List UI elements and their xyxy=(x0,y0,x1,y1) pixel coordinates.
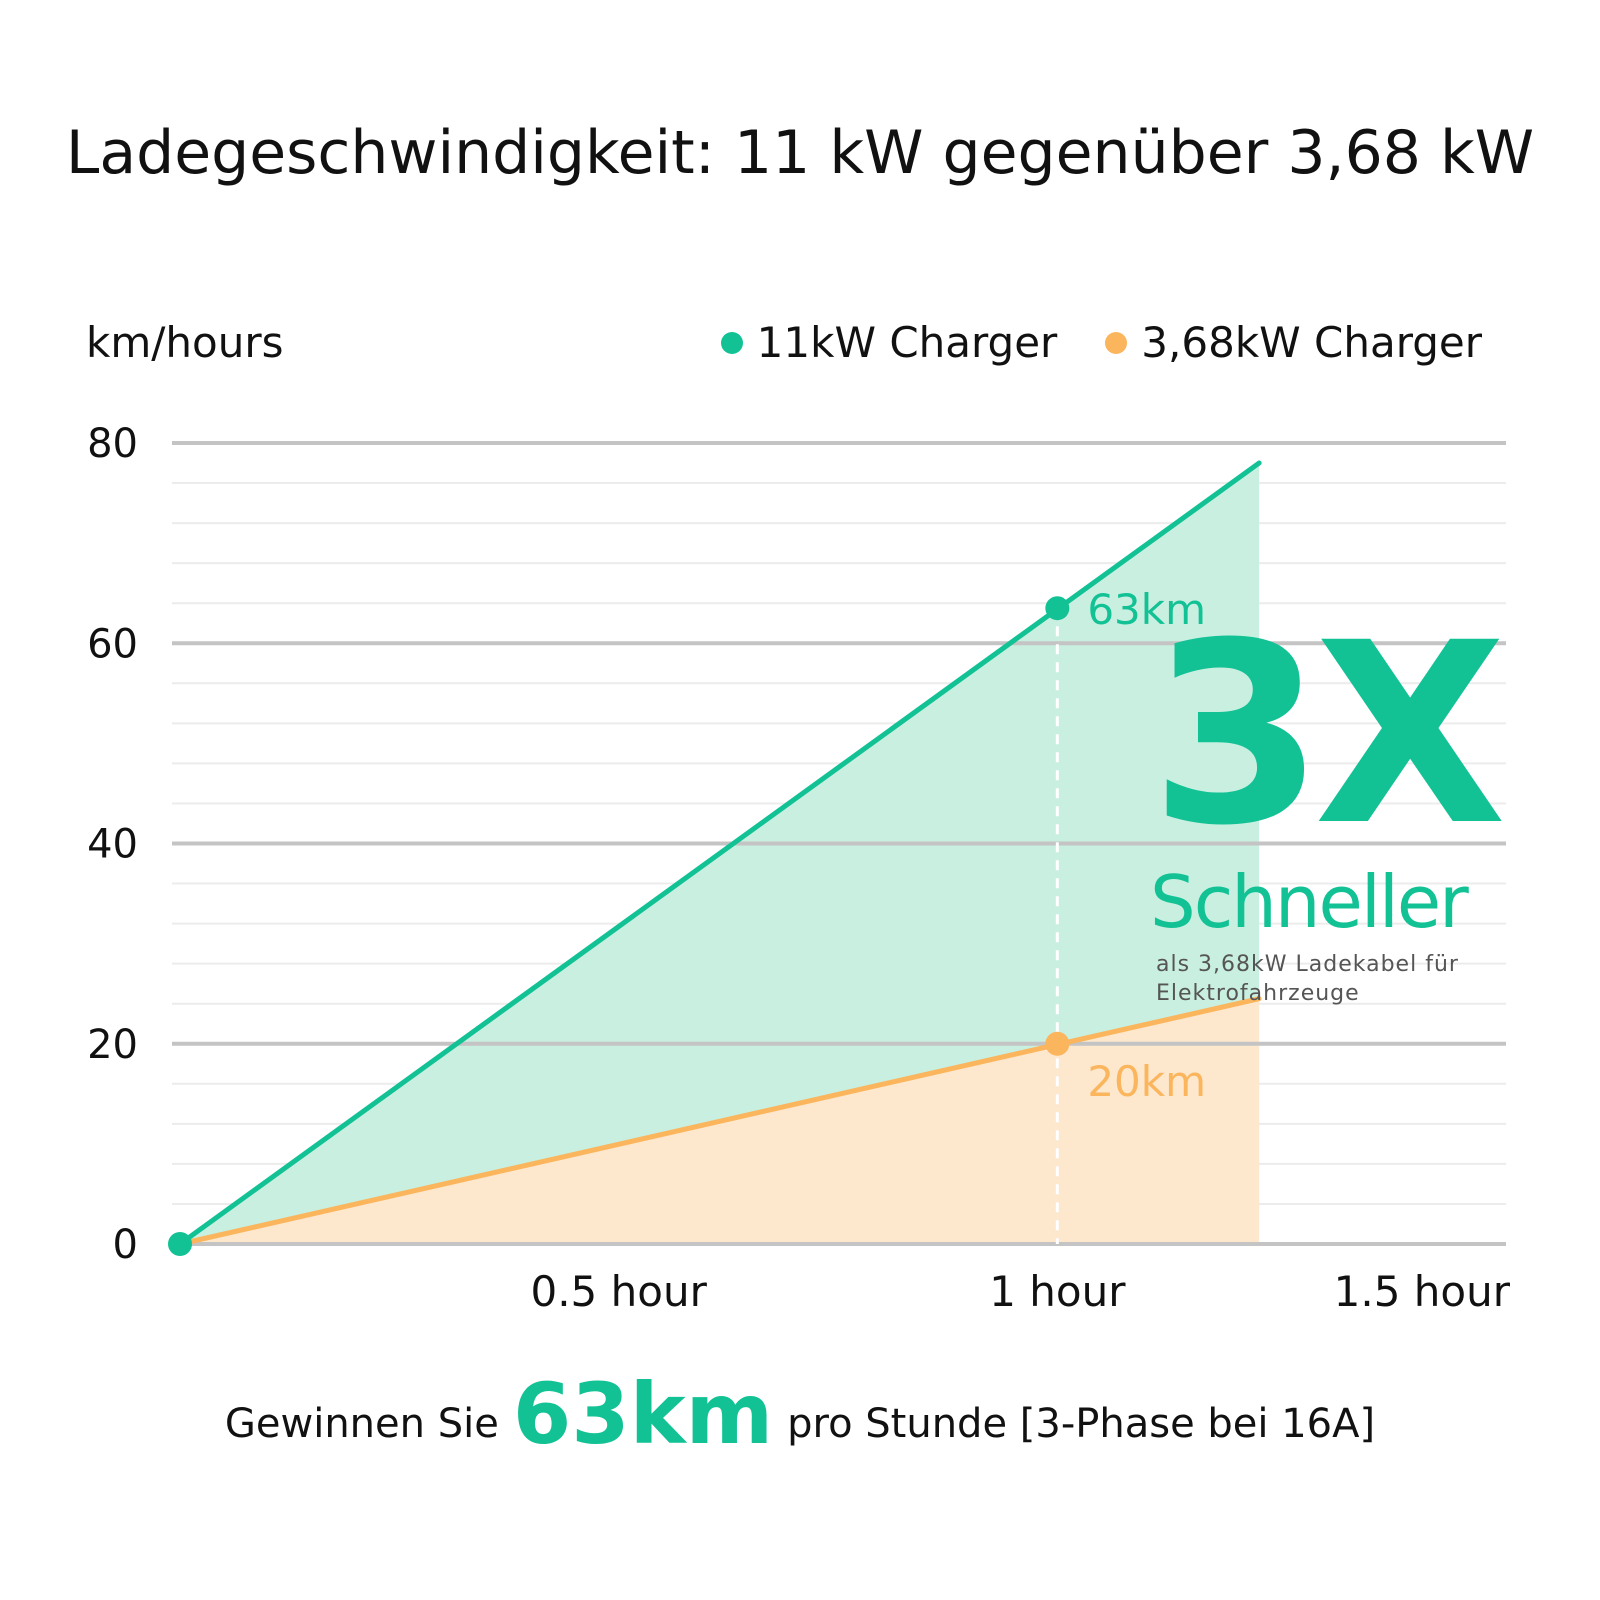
x-tick-label: 1 hour xyxy=(989,1267,1126,1316)
y-axis-label: km/hours xyxy=(86,318,284,367)
y-tick-label: 60 xyxy=(87,621,138,667)
x-tick-label: 0.5 hour xyxy=(530,1267,707,1316)
legend-dot-11kw xyxy=(720,331,743,354)
legend-item-368kw: 3,68kW Charger xyxy=(1105,318,1482,367)
speed-multiplier: 3X xyxy=(1150,589,1507,880)
footer-tagline: Gewinnen Sie 63km pro Stunde [3-Phase bei … xyxy=(0,1365,1600,1463)
area-11kw xyxy=(180,463,1260,1244)
marker-point-11kw xyxy=(1045,596,1070,621)
footer-suffix: pro Stunde [3-Phase bei 16A] xyxy=(787,1401,1376,1447)
line-368kw xyxy=(177,996,1262,1247)
legend: 11kW Charger 3,68kW Charger xyxy=(673,318,1482,367)
legend-item-11kw: 11kW Charger xyxy=(720,318,1058,367)
marker-label-368kw: 20km xyxy=(1087,1057,1206,1106)
marker-point-368kw xyxy=(1045,1031,1070,1056)
speed-note: als 3,68kW Ladekabel für Elektrofahrzeug… xyxy=(1156,952,1459,1006)
footer-prefix: Gewinnen Sie xyxy=(224,1401,499,1447)
y-tick-label: 40 xyxy=(87,822,138,868)
legend-dot-368kw xyxy=(1105,331,1128,354)
marker-label-11kw: 63km xyxy=(1087,585,1206,634)
speed-word: Schneller xyxy=(1150,860,1469,944)
legend-label-11kw: 11kW Charger xyxy=(756,318,1058,367)
y-tick-label: 0 xyxy=(113,1222,138,1268)
legend-label-368kw: 3,68kW Charger xyxy=(1141,318,1482,367)
origin-point xyxy=(168,1232,192,1256)
line-11kw xyxy=(177,460,1262,1247)
footer-highlight: 63km xyxy=(512,1365,774,1463)
x-tick-label: 1.5 hour xyxy=(1334,1267,1511,1316)
y-tick-label: 80 xyxy=(87,421,138,467)
chart-title: Ladegeschwindigkeit: 11 kW gegenüber 3,6… xyxy=(65,118,1535,188)
y-tick-label: 20 xyxy=(87,1022,138,1068)
